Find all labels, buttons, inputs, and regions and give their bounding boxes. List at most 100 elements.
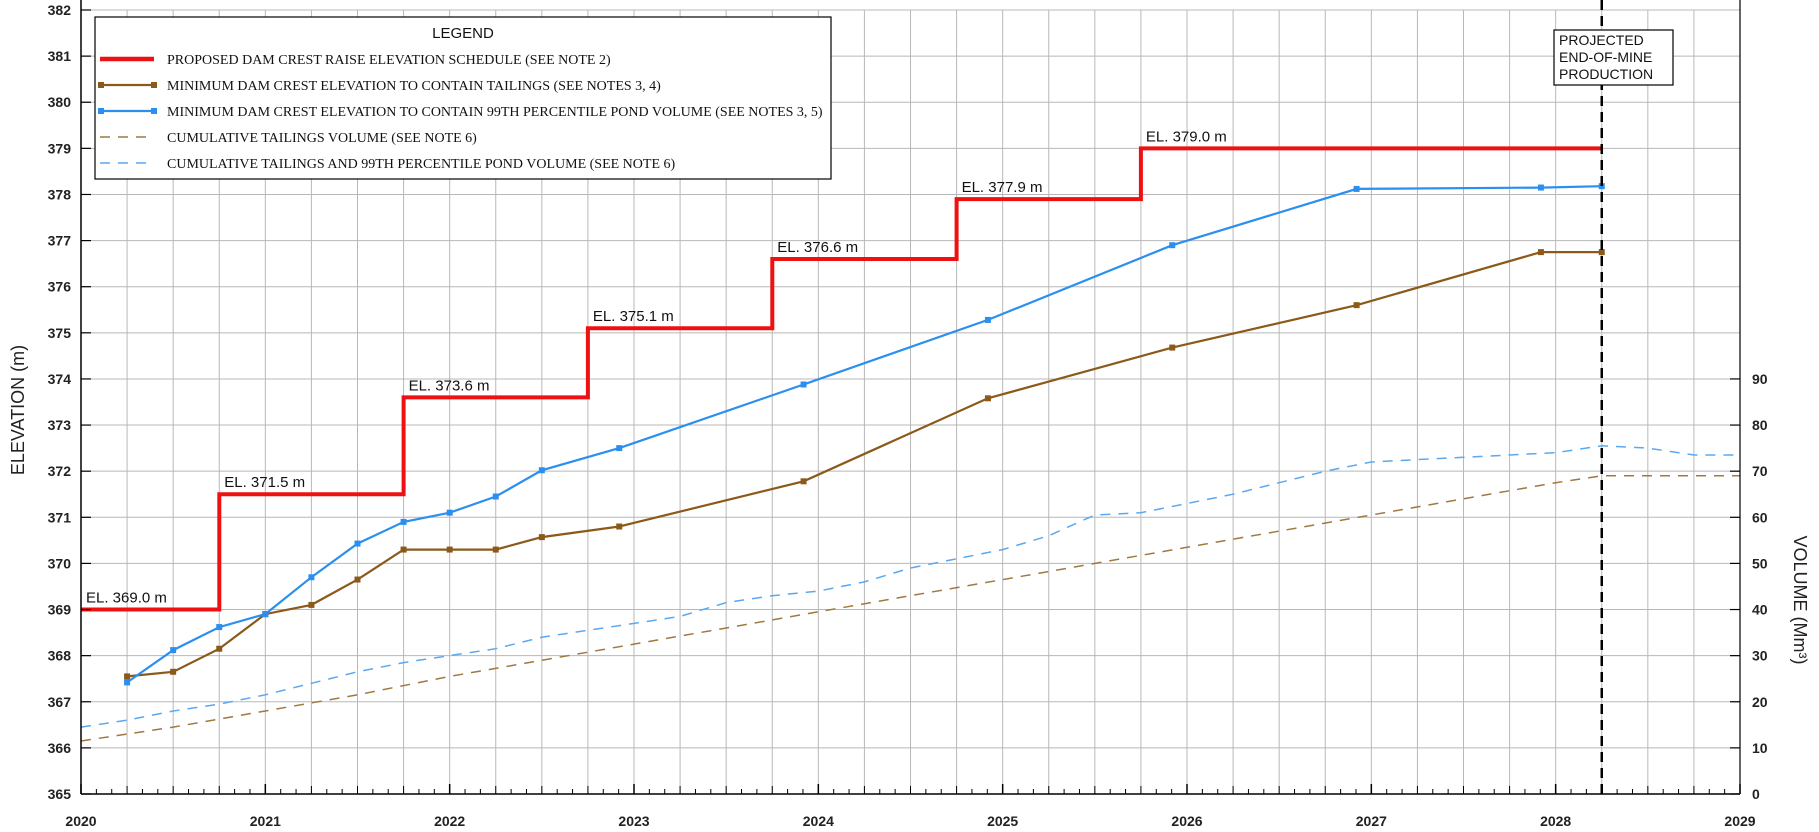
y-tick-label: 371	[48, 509, 72, 525]
data-point-marker	[492, 546, 499, 553]
legend-swatch-marker	[98, 108, 104, 114]
legend-entries: PROPOSED DAM CREST RAISE ELEVATION SCHED…	[98, 53, 823, 172]
y-tick-label: 373	[48, 417, 72, 433]
step-elevation-label: EL. 375.1 m	[593, 308, 674, 325]
y2-tick-label: 60	[1752, 509, 1768, 525]
legend-box	[94, 16, 832, 180]
data-point-marker	[308, 574, 315, 581]
y2-tick-label: 70	[1752, 463, 1768, 479]
data-point-marker	[446, 509, 453, 516]
y2-tick-label: 90	[1752, 371, 1768, 387]
x-tick-label: 2023	[618, 813, 649, 829]
y-tick-label: 370	[48, 555, 72, 571]
y2-tick-label: 20	[1752, 694, 1768, 710]
data-point-marker	[170, 668, 177, 675]
step-elevation-label: EL. 369.0 m	[86, 590, 167, 607]
data-point-marker	[1537, 249, 1544, 256]
y2-tick-label: 50	[1752, 555, 1768, 571]
legend-swatch-marker	[151, 108, 157, 114]
data-point-marker	[1353, 185, 1360, 192]
y2-tick-label: 10	[1752, 740, 1768, 756]
step-elevation-label: EL. 377.9 m	[962, 179, 1043, 196]
tick-labels: 365 366 367 368 369 370 371 372 373 374 375 376 377 3…	[48, 2, 1768, 829]
step-labels: EL. 369.0 m EL. 371.5 m EL. 373.6 m EL. 375…	[86, 128, 1227, 606]
step-elevation-label: EL. 379.0 m	[1146, 128, 1227, 145]
y-tick-label: 380	[48, 94, 72, 110]
y-tick-label: 372	[48, 463, 72, 479]
data-point-marker	[538, 534, 545, 541]
y-tick-label: 374	[48, 371, 72, 387]
y2-tick-label: 0	[1752, 786, 1760, 802]
data-point-marker	[1537, 184, 1544, 191]
data-point-marker	[1169, 344, 1176, 351]
legend-title: LEGEND	[432, 25, 494, 42]
legend-entry-label: MINIMUM DAM CREST ELEVATION TO CONTAIN 9…	[167, 105, 823, 120]
data-point-marker	[170, 647, 177, 654]
data-point-marker	[538, 467, 545, 474]
y2-tick-label: 80	[1752, 417, 1768, 433]
legend-entry-label: MINIMUM DAM CREST ELEVATION TO CONTAIN T…	[167, 79, 661, 94]
step-elevation-label: EL. 376.6 m	[777, 239, 858, 256]
data-point-marker	[1353, 302, 1360, 309]
data-point-marker	[216, 645, 223, 652]
data-point-marker	[984, 395, 991, 402]
data-point-marker	[492, 493, 499, 500]
data-point-marker	[124, 673, 131, 680]
x-tick-label: 2021	[250, 813, 281, 829]
y-tick-label: 382	[48, 2, 72, 18]
data-point-marker	[616, 445, 623, 452]
data-point-marker	[262, 611, 269, 618]
x-tick-label: 2020	[65, 813, 96, 829]
y2-tick-label: 30	[1752, 648, 1768, 664]
data-point-marker	[216, 624, 223, 631]
data-point-marker	[1169, 242, 1176, 249]
projection-label-line: PRODUCTION	[1559, 66, 1653, 82]
grid-lines	[80, 9, 1741, 795]
legend: LEGEND PROPOSED DAM CREST RAISE ELEVATIO…	[94, 16, 832, 180]
axes	[80, 0, 1741, 795]
data-point-marker	[800, 478, 807, 485]
y-tick-label: 366	[48, 740, 72, 756]
projection-label-line: PROJECTED	[1559, 32, 1644, 48]
data-point-marker	[446, 546, 453, 553]
y2-tick-label: 40	[1752, 602, 1768, 618]
y-tick-label: 368	[48, 648, 72, 664]
legend-entry-label: PROPOSED DAM CREST RAISE ELEVATION SCHED…	[167, 53, 611, 68]
x-tick-label: 2026	[1171, 813, 1202, 829]
x-tick-label: 2025	[987, 813, 1018, 829]
x-tick-label: 2024	[803, 813, 834, 829]
series-layer	[80, 146, 1740, 742]
data-point-marker	[984, 316, 991, 323]
legend-swatch-marker	[151, 82, 157, 88]
y-tick-label: 375	[48, 325, 72, 341]
x-tick-label: 2022	[434, 813, 465, 829]
proposed-crest-step-line	[81, 146, 1602, 612]
y-tick-label: 381	[48, 48, 72, 64]
projection-label-line: END-OF-MINE	[1559, 49, 1652, 65]
y-tick-label: 379	[48, 140, 72, 156]
y2-axis-title: VOLUME (Mm³)	[1790, 536, 1810, 665]
projection-label-box	[1553, 29, 1674, 86]
data-point-marker	[1598, 249, 1605, 256]
data-point-marker	[354, 540, 361, 547]
y-tick-label: 365	[48, 786, 72, 802]
data-point-marker	[400, 546, 407, 553]
legend-entry-label: CUMULATIVE TAILINGS AND 99TH PERCENTILE …	[167, 157, 676, 172]
y-tick-label: 369	[48, 602, 72, 618]
data-point-marker	[800, 381, 807, 388]
y-tick-label: 367	[48, 694, 72, 710]
x-tick-label: 2028	[1540, 813, 1571, 829]
step-elevation-label: EL. 371.5 m	[224, 474, 305, 491]
y-axis-title: ELEVATION (m)	[8, 345, 28, 475]
volume-dashed-line	[80, 445, 1740, 728]
x-tick-label: 2027	[1356, 813, 1387, 829]
legend-swatch-marker	[98, 82, 104, 88]
data-point-marker	[616, 523, 623, 530]
y-tick-label: 376	[48, 279, 72, 295]
x-tick-label: 2029	[1724, 813, 1755, 829]
y-tick-label: 378	[48, 186, 72, 202]
data-point-marker	[400, 518, 407, 525]
data-point-marker	[1598, 183, 1605, 190]
data-point-marker	[308, 601, 315, 608]
